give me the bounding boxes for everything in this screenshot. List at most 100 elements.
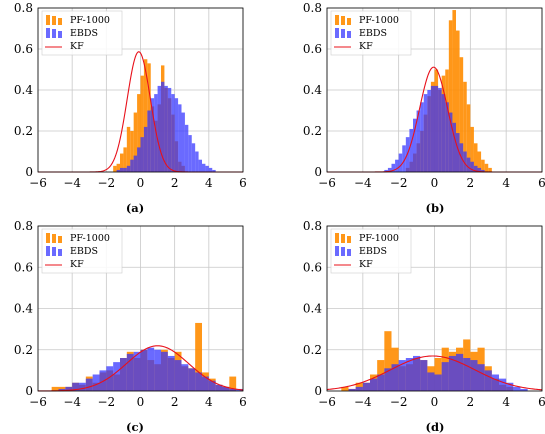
y-tick-label: 0.4 <box>303 302 322 316</box>
pf1000-bar <box>463 81 467 172</box>
pf1000-bar <box>459 57 464 173</box>
y-tick-label: 0.4 <box>303 83 322 97</box>
ebds-bar <box>208 380 216 391</box>
legend-label: PF-1000 <box>70 15 110 26</box>
ebds-bar <box>391 364 399 391</box>
ebds-bar <box>470 161 474 172</box>
ebds-bar <box>395 159 399 172</box>
legend-label: EBDS <box>70 246 98 257</box>
y-tick-label: 0.6 <box>303 42 322 56</box>
ebds-bar <box>171 94 175 172</box>
x-tick-label: −6 <box>29 395 47 409</box>
ebds-bar <box>506 382 514 391</box>
ebds-bar <box>161 351 168 391</box>
ebds-bar <box>438 87 442 172</box>
ebds-bar <box>92 374 100 391</box>
x-tick-label: −2 <box>390 395 408 409</box>
pf1000-bar <box>137 94 141 172</box>
ebds-bar <box>140 137 144 172</box>
ebds-bar <box>441 94 446 172</box>
legend-swatch-pf1000 <box>341 16 345 25</box>
pf1000-bar <box>466 104 471 172</box>
ebds-bar <box>181 364 189 391</box>
pf1000-bar <box>384 331 392 391</box>
legend-label: KF <box>359 259 373 270</box>
ebds-bar <box>362 382 370 391</box>
pf1000-bar <box>448 20 453 172</box>
ebds-bar <box>205 165 209 172</box>
ebds-bar <box>143 126 148 172</box>
panel-caption: (a) <box>126 201 144 215</box>
ebds-bar <box>229 388 237 391</box>
ebds-bar <box>391 163 396 172</box>
x-tick-label: −2 <box>390 176 408 190</box>
legend-swatch-pf1000 <box>335 15 339 25</box>
pf1000-bar <box>126 126 131 172</box>
x-tick-label: 2 <box>171 176 179 190</box>
ebds-bar <box>416 110 421 172</box>
pf1000-bar <box>229 376 237 391</box>
pf1000-bar <box>473 143 478 172</box>
legend-swatch-ebds <box>347 31 351 38</box>
pf1000-bar <box>477 151 482 172</box>
pf1000-bar <box>452 10 456 172</box>
y-tick-label: 0.8 <box>303 1 322 15</box>
ebds-bar <box>106 366 114 391</box>
y-tick-label: 0.6 <box>14 42 33 56</box>
ebds-bar <box>377 374 385 391</box>
pf1000-bar <box>481 159 485 172</box>
x-tick-label: 0 <box>137 176 145 190</box>
legend-swatch-pf1000 <box>52 16 56 25</box>
ebds-bar <box>499 378 507 391</box>
ebds-bar <box>434 85 439 172</box>
ebds-bar <box>348 388 356 391</box>
axes-frame <box>326 7 543 173</box>
pf1000-bar <box>130 131 134 172</box>
x-tick-label: −6 <box>29 176 47 190</box>
ebds-bar <box>441 362 449 391</box>
pf1000-bar <box>488 167 492 172</box>
legend-swatch-pf1000 <box>335 233 339 243</box>
ebds-bar <box>133 351 141 391</box>
pf1000-bar <box>123 147 127 172</box>
legend-swatch-ebds <box>335 28 339 38</box>
panel-caption: (c) <box>126 420 144 434</box>
x-tick-label: −4 <box>354 176 372 190</box>
ebds-bar <box>202 376 209 391</box>
ebds-bar <box>470 360 478 391</box>
y-tick-label: 0 <box>25 384 33 398</box>
ebds-bar <box>466 157 471 172</box>
ebds-bar <box>126 353 134 391</box>
ebds-bar <box>484 370 492 391</box>
legend-swatch-ebds <box>46 28 50 38</box>
ebds-bar <box>161 81 165 172</box>
ebds-bar <box>222 386 230 391</box>
legend-swatch-pf1000 <box>46 15 50 25</box>
panel-caption: (d) <box>426 420 445 434</box>
legend-swatch-ebds <box>335 246 339 256</box>
ebds-bar <box>409 128 413 172</box>
ebds-bar <box>398 153 403 172</box>
axes-frame <box>37 7 244 173</box>
ebds-bar <box>402 145 406 172</box>
ebds-bar <box>150 98 155 172</box>
ebds-bar <box>167 87 172 172</box>
ebds-bar <box>448 112 453 172</box>
x-tick-label: −4 <box>63 176 81 190</box>
ebds-bar <box>85 378 93 391</box>
ebds-bar <box>445 102 449 172</box>
ebds-bar <box>384 368 392 391</box>
ebds-bar <box>513 386 521 391</box>
x-tick-label: −6 <box>318 395 336 409</box>
ebds-bar <box>65 386 73 391</box>
pf1000-bar <box>133 112 138 172</box>
panel-caption: (b) <box>426 201 445 215</box>
ebds-bar <box>452 122 456 172</box>
ebds-bar <box>413 118 417 172</box>
ebds-bar <box>184 124 189 172</box>
ebds-bar <box>178 104 182 172</box>
legend-label: KF <box>359 41 373 52</box>
ebds-bar <box>126 165 131 172</box>
x-tick-label: −2 <box>97 395 115 409</box>
